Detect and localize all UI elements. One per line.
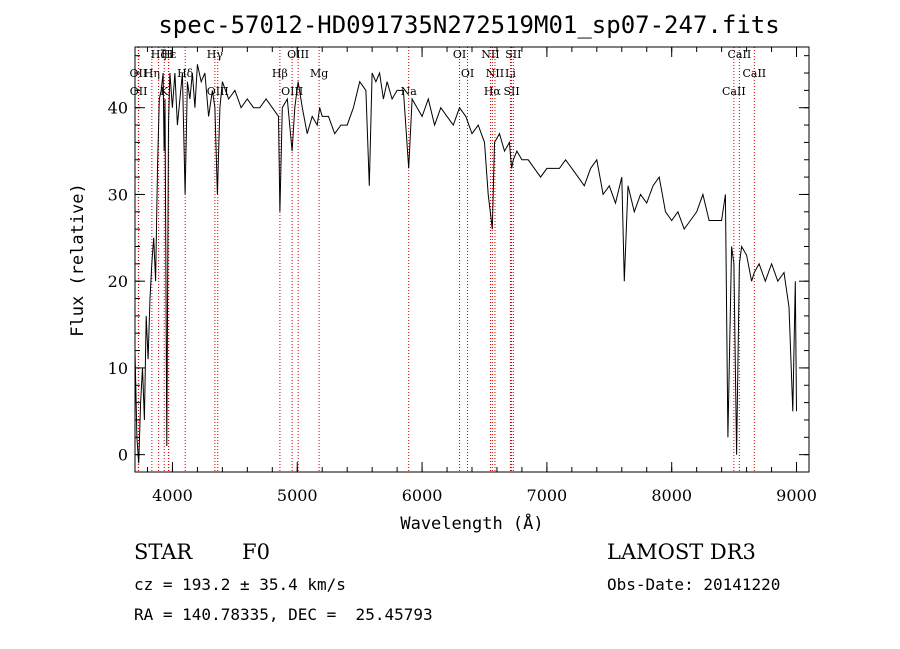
flux-series-line bbox=[134, 64, 797, 464]
object-type: STAR bbox=[134, 540, 193, 564]
spectral-line-markers bbox=[137, 47, 755, 472]
spectral-line-label: H bbox=[164, 48, 174, 61]
y-axis-label: Flux (relative) bbox=[68, 183, 88, 337]
spectral-line-label: K bbox=[160, 85, 169, 98]
spectral-line-label: OII bbox=[130, 85, 148, 98]
spectral-line-label: Li bbox=[505, 67, 516, 80]
spectral-line-label: NII bbox=[481, 48, 499, 61]
y-axis: 0 10 20 30 40 bbox=[108, 55, 809, 465]
x-axis-label: Wavelength (Å) bbox=[400, 512, 543, 534]
spectral-line-label: Hα bbox=[484, 85, 502, 98]
spectral-line-label: OI bbox=[453, 48, 466, 61]
x-tick-label: 7000 bbox=[527, 486, 568, 505]
spectral-line-label: CaII bbox=[728, 48, 752, 61]
spectral-line-labels: HζOIIOIIHεHηKHHδOIIIHγHβOIIIOIIIMgNaOIOI… bbox=[130, 48, 767, 98]
x-tick-label: 9000 bbox=[776, 486, 817, 505]
plot-frame bbox=[134, 46, 810, 473]
y-tick-label: 30 bbox=[108, 185, 128, 204]
spectral-line-label: Hζ bbox=[151, 48, 167, 61]
spectral-line-label: Hβ bbox=[272, 67, 288, 80]
spectral-line-label: OI bbox=[461, 67, 474, 80]
y-tick-label: 10 bbox=[108, 359, 128, 378]
y-tick-label: 40 bbox=[108, 99, 128, 118]
x-tick-label: 6000 bbox=[402, 486, 443, 505]
spectral-line-label: SII bbox=[503, 85, 519, 98]
spectral-line-label: Hη bbox=[144, 67, 160, 80]
subclass: F0 bbox=[242, 540, 270, 564]
spectral-line-label: SII bbox=[505, 48, 521, 61]
x-tick-label: 4000 bbox=[152, 486, 193, 505]
x-tick-label: 5000 bbox=[277, 486, 318, 505]
x-tick-label: 8000 bbox=[651, 486, 692, 505]
y-tick-label: 20 bbox=[108, 272, 128, 291]
y-tick-label: 0 bbox=[118, 446, 128, 465]
spectral-line-label: Hγ bbox=[207, 48, 224, 61]
spectral-line-label: Na bbox=[401, 85, 418, 98]
spectral-line-label: OIII bbox=[287, 48, 309, 61]
survey-name: LAMOST DR3 bbox=[607, 540, 756, 564]
x-axis: 4000 5000 6000 7000 8000 9000 bbox=[146, 47, 817, 505]
coordinates: RA = 140.78335, DEC = 25.45793 bbox=[134, 605, 433, 624]
spectral-line-label: Hδ bbox=[177, 67, 194, 80]
spectral-line-label: CaII bbox=[742, 67, 766, 80]
spectral-line-label: Mg bbox=[310, 67, 328, 80]
spectral-line-label: CaII bbox=[722, 85, 746, 98]
chart-title: spec-57012-HD091735N272519M01_sp07-247.f… bbox=[158, 11, 779, 39]
observation-date: Obs-Date: 20141220 bbox=[607, 575, 781, 594]
spectral-line-label: NII bbox=[486, 67, 504, 80]
redshift-velocity: cz = 193.2 ± 35.4 km/s bbox=[134, 575, 346, 594]
